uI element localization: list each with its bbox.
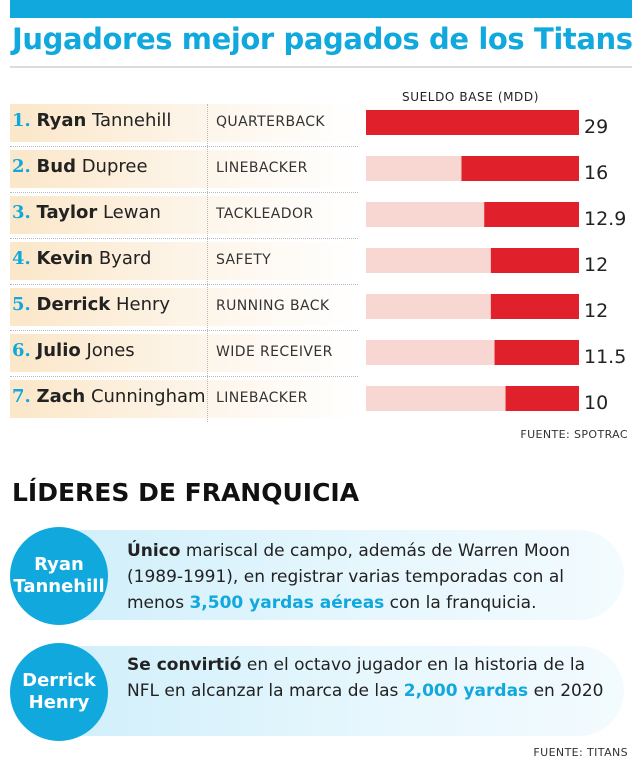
player-first-name: Derrick [36, 294, 111, 315]
row-divider [10, 238, 358, 239]
player-first-name: Zach [36, 386, 86, 407]
leader-lead-phrase: Único [127, 541, 181, 561]
row-divider [10, 192, 358, 193]
rank-number: 7. [12, 386, 31, 407]
salary-bar [484, 202, 579, 227]
leader-card [18, 646, 624, 736]
player-first-name: Julio [36, 340, 81, 361]
leader-text-part: mariscal de campo, además de Warren Moon… [127, 541, 571, 613]
salary-bar [494, 340, 579, 365]
salary-bar [490, 248, 579, 273]
player-first-name: Taylor [36, 202, 98, 223]
bar-value-label: 12 [584, 300, 608, 322]
leader-text-part: con la franquicia. [384, 593, 537, 613]
chart-source: FUENTE: SPOTRAC [520, 428, 628, 441]
player-position: RUNNING BACK [216, 298, 330, 314]
player-last-name: Byard [98, 248, 152, 269]
leader-name-badge: Derrick Henry [10, 643, 108, 741]
player-last-name: Cunningham [90, 386, 206, 407]
player-name: 7. Zach Cunningham [12, 386, 206, 407]
player-name: 2. Bud Dupree [12, 156, 148, 177]
leader-text-part: en 2020 [528, 681, 604, 701]
rank-number: 6. [12, 340, 31, 361]
bar-value-label: 16 [584, 162, 608, 184]
player-name: 4. Kevin Byard [12, 248, 151, 269]
salary-bar [490, 294, 579, 319]
leader-lead-phrase: Se convirtió [127, 655, 242, 675]
row-background [10, 380, 358, 418]
row-divider [10, 146, 358, 147]
row-divider [10, 284, 358, 285]
player-last-name: Henry [115, 294, 171, 315]
value-column-header: SUELDO BASE (MDD) [402, 90, 540, 104]
rank-number: 3. [12, 202, 31, 223]
salary-bar [461, 156, 579, 181]
leader-name: Ryan Tannehill [13, 553, 105, 598]
top-accent-bar [10, 0, 632, 18]
row-background [10, 150, 358, 188]
player-position: TACKLEADOR [216, 206, 314, 222]
player-position: LINEBACKER [216, 160, 308, 176]
column-divider [207, 104, 208, 422]
salary-bar [505, 386, 579, 411]
salary-bar-chart: 29 16 12.9 12 12 11.5 10 [366, 110, 626, 414]
row-background [10, 242, 358, 280]
player-name: 3. Taylor Lewan [12, 202, 161, 223]
row-background [10, 196, 358, 234]
rank-number: 5. [12, 294, 31, 315]
rank-number: 1. [12, 110, 31, 131]
row-background [10, 334, 358, 372]
rank-number: 2. [12, 156, 31, 177]
chart-title: Jugadores mejor pagados de los Titans [12, 22, 633, 56]
leader-name-badge: Ryan Tannehill [10, 527, 108, 625]
leader-text-part: en el octavo jugador en la historia de l… [127, 655, 586, 701]
player-last-name: Lewan [102, 202, 161, 223]
player-last-name: Jones [86, 340, 135, 361]
rank-number: 4. [12, 248, 31, 269]
player-position: QUARTERBACK [216, 114, 325, 130]
player-name: 5. Derrick Henry [12, 294, 170, 315]
player-first-name: Bud [36, 156, 76, 177]
player-first-name: Ryan [36, 110, 87, 131]
player-name: 1. Ryan Tannehill [12, 110, 171, 131]
player-name: 6. Julio Jones [12, 340, 135, 361]
player-position: WIDE RECEIVER [216, 344, 333, 360]
player-last-name: Tannehill [92, 110, 172, 131]
player-first-name: Kevin [36, 248, 94, 269]
bar-value-label: 12 [584, 254, 608, 276]
salary-bar [366, 110, 579, 135]
leaders-source: FUENTE: TITANS [533, 746, 628, 759]
row-divider [10, 376, 358, 377]
player-position: SAFETY [216, 252, 272, 268]
leader-description: Único mariscal de campo, además de Warre… [127, 538, 617, 616]
leader-description: Se convirtió en el octavo jugador en la … [127, 652, 617, 704]
section-heading: LÍDERES DE FRANQUICIA [12, 478, 360, 507]
bar-value-label: 11.5 [584, 346, 626, 368]
bar-value-label: 29 [584, 116, 608, 138]
player-position: LINEBACKER [216, 390, 308, 406]
title-divider [10, 66, 632, 68]
leader-highlight: 3,500 yardas aéreas [189, 593, 385, 613]
leader-card [18, 530, 624, 620]
leader-name: Derrick Henry [22, 669, 96, 714]
leader-highlight: 2,000 yardas [403, 681, 529, 701]
row-background [10, 104, 358, 142]
row-background [10, 288, 358, 326]
bar-value-label: 10 [584, 392, 608, 414]
player-last-name: Dupree [81, 156, 148, 177]
bar-value-label: 12.9 [584, 208, 626, 230]
row-divider [10, 330, 358, 331]
